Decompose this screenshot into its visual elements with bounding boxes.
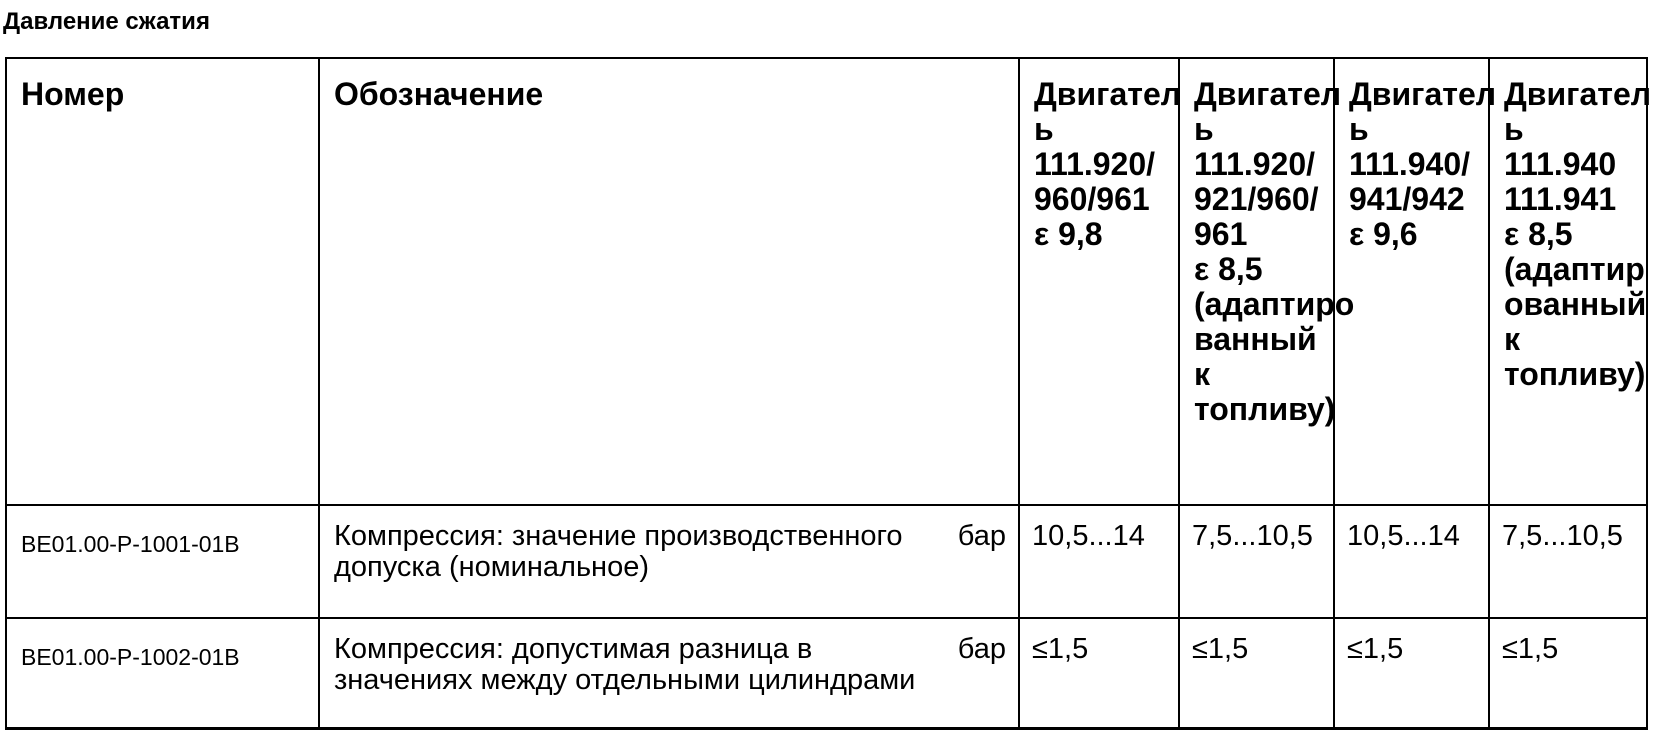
column-header-designation: Обозначение [318, 57, 1020, 506]
column-header-engine-1: Двигател ь 111.920/ 960/961 ε 9,8 [1018, 57, 1181, 506]
row-designation-cell: Компрессия: допустимая разница в значени… [318, 617, 1020, 730]
unit-label: бар [957, 520, 1006, 552]
compression-pressure-table: Номер Обозначение Двигател ь 111.920/ 96… [5, 57, 1651, 730]
value-engine-4: ≤1,5 [1488, 617, 1648, 730]
header-row: Номер Обозначение Двигател ь 111.920/ 96… [5, 57, 1651, 506]
designation-text: Компрессия: значение производственного д… [334, 520, 903, 583]
value-engine-4: 7,5...10,5 [1488, 504, 1648, 619]
page-title: Давление сжатия [3, 8, 210, 35]
designation-text: Компрессия: допустимая разница в значени… [334, 633, 916, 696]
value-engine-2: ≤1,5 [1178, 617, 1335, 730]
value-engine-3: 10,5...14 [1333, 504, 1490, 619]
row-designation-cell: Компрессия: значение производственного д… [318, 504, 1020, 619]
column-header-number: Номер [5, 57, 320, 506]
column-header-engine-4: Двигател ь 111.940 111.941 ε 8,5 (адапти… [1488, 57, 1651, 506]
value-engine-1: 10,5...14 [1018, 504, 1180, 619]
value-engine-3: ≤1,5 [1333, 617, 1490, 730]
value-engine-1: ≤1,5 [1018, 617, 1180, 730]
row-number-code: BE01.00-P-1001-01B [5, 504, 320, 619]
column-header-engine-2: Двигател ь 111.920/ 921/960/ 961 ε 8,5 (… [1178, 57, 1354, 506]
row-number-code: BE01.00-P-1002-01B [5, 617, 320, 730]
table-row-compression-difference: BE01.00-P-1002-01B Компрессия: допустима… [5, 617, 1648, 730]
column-header-engine-3: Двигател ь 111.940/ 941/942 ε 9,6 [1333, 57, 1496, 506]
value-engine-2: 7,5...10,5 [1178, 504, 1335, 619]
unit-label: бар [957, 633, 1006, 665]
table-row-compression-nominal: BE01.00-P-1001-01B Компрессия: значение … [5, 504, 1648, 619]
